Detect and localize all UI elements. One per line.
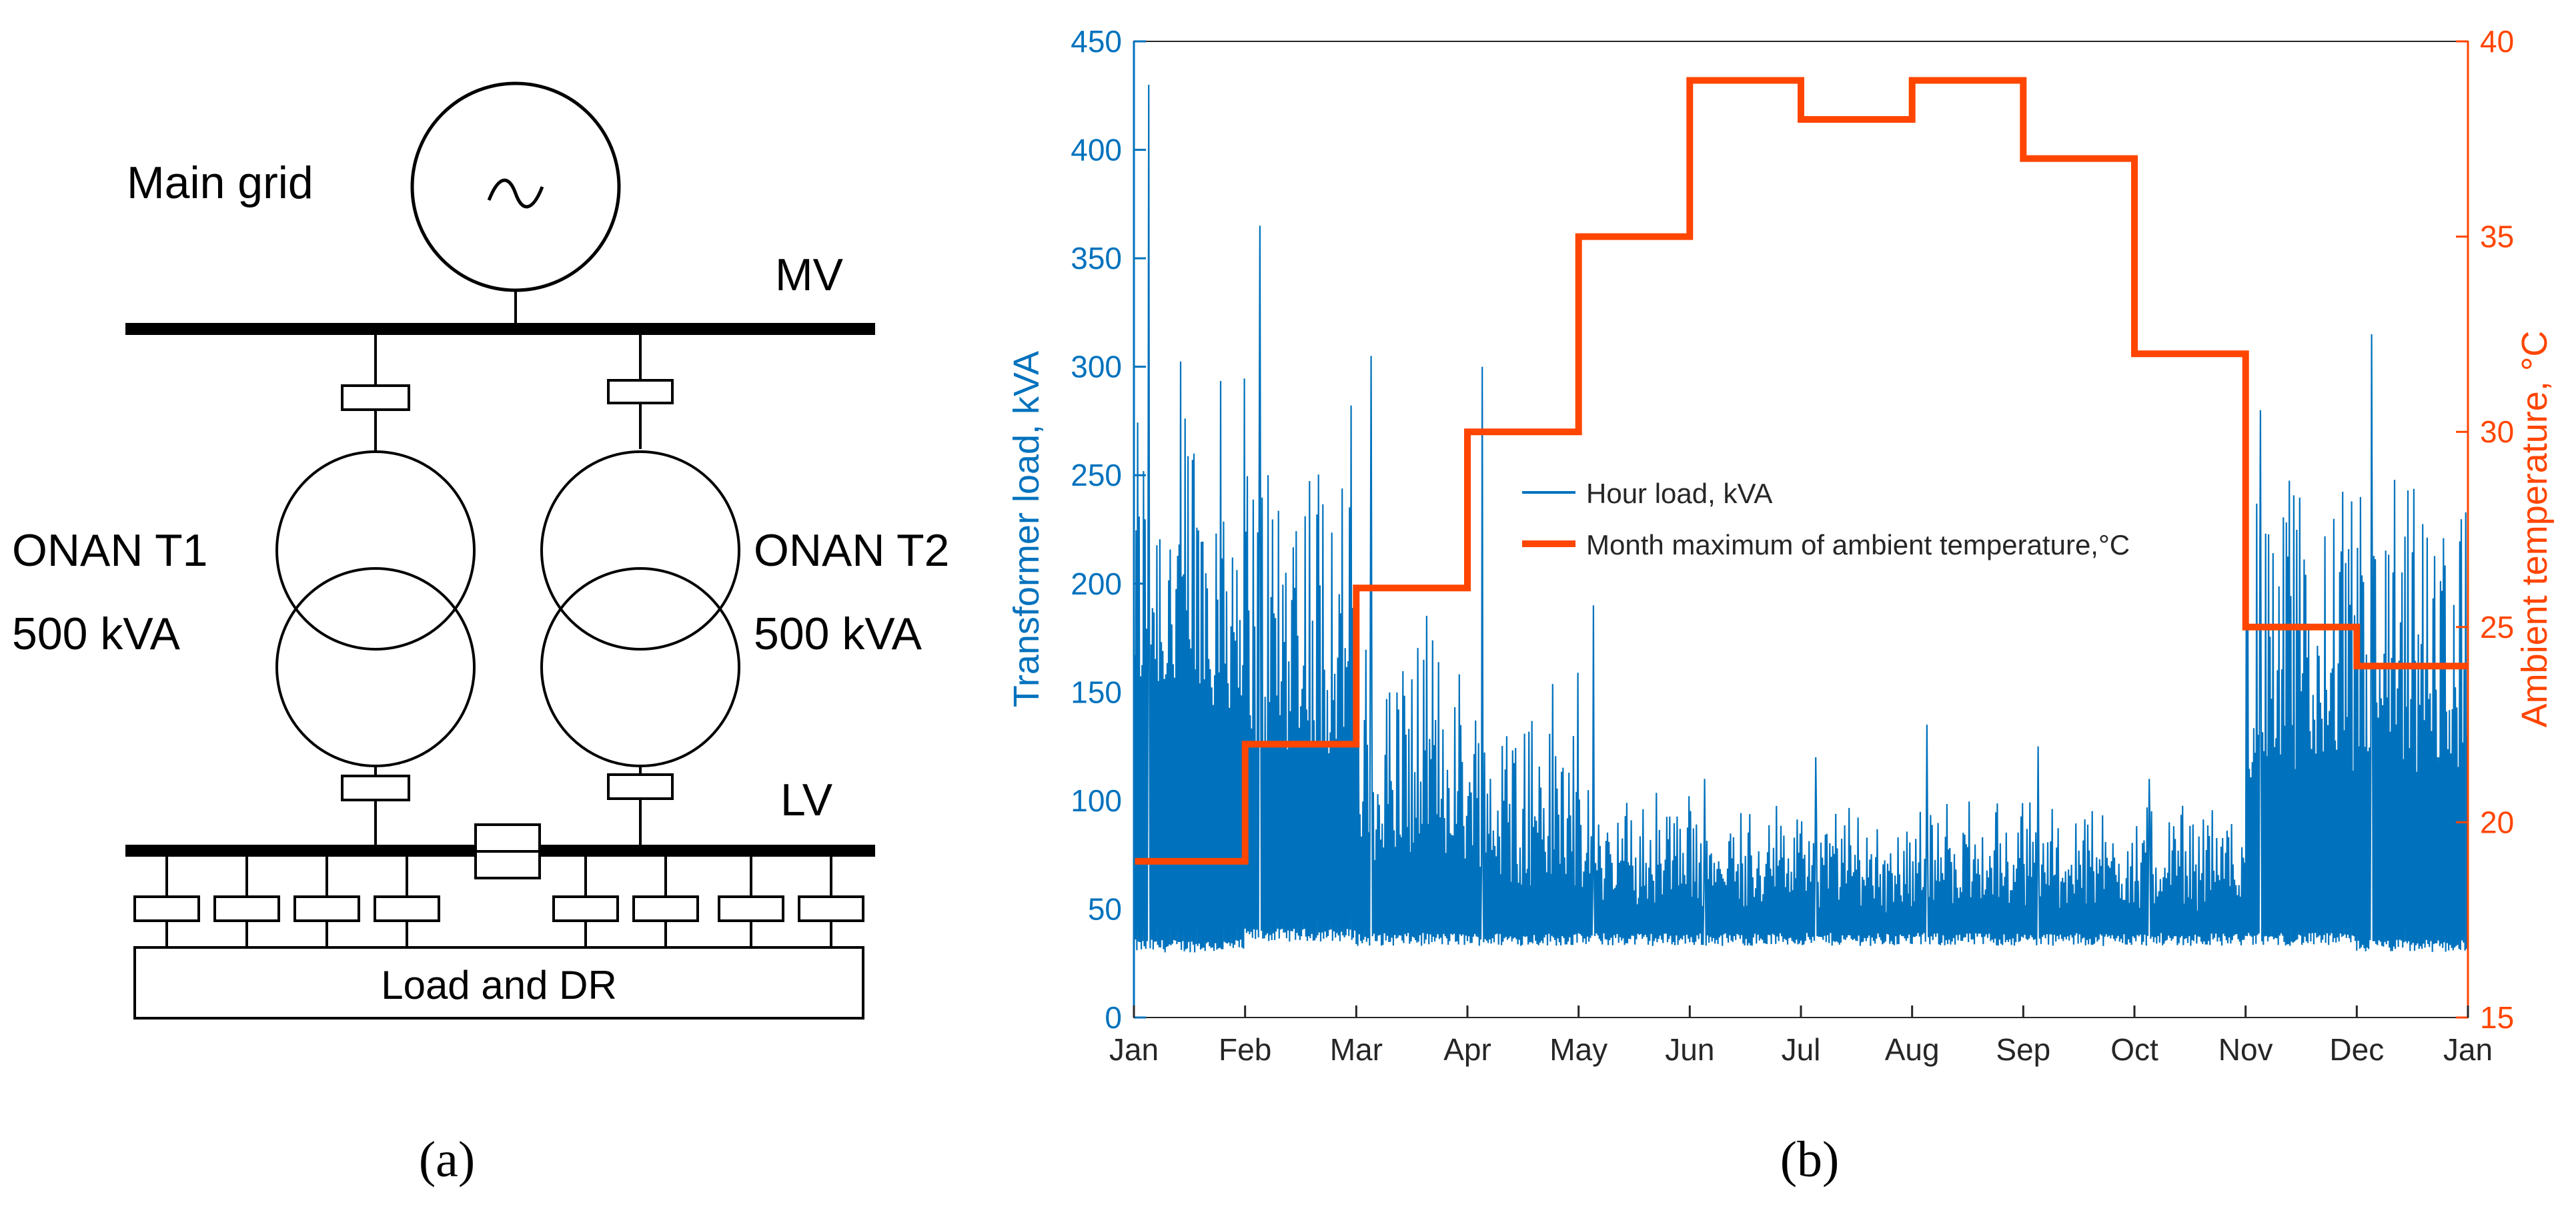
x-tick-label: Apr [1443,1032,1491,1067]
right-tick-label: 20 [2480,805,2514,839]
t2-hv-breaker [607,379,674,404]
right-tick-label: 25 [2480,610,2514,645]
left-tick-label: 300 [1071,350,1122,384]
y-axis-left-label: Transformer load, kVA [1007,351,1047,707]
feeder-breakers [133,851,864,947]
mv-label: MV [775,250,844,300]
t2-rating: 500 kVA [754,609,922,659]
t1-rating: 500 kVA [12,609,181,659]
x-tick-label: Jan [1109,1032,1159,1067]
x-tick-label: Jul [1782,1032,1821,1067]
right-tick-label: 15 [2480,1000,2514,1035]
load-temperature-chart: 0 50 100 150 200 250 300 350 400 450 15 20 25 30 35 40… [1007,24,2555,1188]
right-axis: 15 20 25 30 35 40 [2456,24,2514,1035]
x-axis: Jan Feb Mar Apr May Jun Jul Aug Sep Oct Nov Dec Jan [1109,1006,2493,1067]
t1-lv-breaker [341,775,410,801]
left-tick-label: 350 [1071,241,1122,276]
x-tick-label: Aug [1885,1032,1940,1067]
x-tick-label: May [1549,1032,1607,1067]
right-tick-label: 30 [2480,414,2514,449]
panel-label-b: (b) [1780,1132,1840,1188]
temperature-series [1134,77,2468,865]
left-tick-label: 150 [1071,675,1122,709]
legend-label-load: Hour load, kVA [1586,478,1772,509]
generator-symbol [410,81,621,292]
load-label: Load and DR [381,963,617,1008]
main-grid-label: Main grid [127,157,313,208]
x-tick-label: Jan [2443,1032,2493,1067]
y-axis-right-label: Ambient temperature, °C [2515,331,2555,728]
t1-secondary-winding [275,567,476,767]
left-tick-label: 450 [1071,24,1122,59]
t1-name: ONAN T1 [12,525,207,576]
x-tick-label: Feb [1219,1032,1271,1067]
x-tick-label: Jun [1665,1032,1714,1067]
hour-load-line [1133,84,2469,953]
load-box [133,946,864,1020]
left-tick-label: 0 [1105,1000,1122,1035]
legend: Hour load, kVA Month maximum of ambient … [1513,467,2186,570]
t2-secondary-winding [540,567,740,767]
t2-primary-winding [540,450,740,651]
left-tick-label: 400 [1071,133,1122,167]
left-tick-label: 100 [1071,783,1122,818]
left-tick-label: 50 [1088,891,1122,926]
single-line-diagram: Main grid MV LV ONAN T1 500 kVA ONAN T2 … [12,81,949,1188]
panel-label-a: (a) [419,1132,475,1188]
right-tick-label: 35 [2480,220,2514,254]
x-tick-label: Nov [2218,1032,2273,1067]
x-tick-label: Dec [2329,1032,2384,1067]
legend-label-temperature: Month maximum of ambient temperature,°C [1586,529,2130,560]
temperature-step-line [1134,77,2468,865]
x-tick-label: Mar [1330,1032,1383,1067]
x-tick-label: Sep [1996,1032,2050,1067]
hourly-load-series [1133,84,2469,953]
t2-name: ONAN T2 [754,525,949,576]
left-axis: 0 50 100 150 200 250 300 350 400 450 [1071,24,1146,1035]
right-tick-label: 40 [2480,24,2514,59]
x-tick-label: Oct [2110,1032,2158,1067]
left-tick-label: 200 [1071,566,1122,601]
t1-hv-breaker [341,384,410,411]
lv-label: LV [780,775,833,825]
legend-box [1513,467,2186,570]
t1-primary-winding [275,450,476,651]
generator-sine-icon [487,178,544,209]
left-tick-label: 250 [1071,458,1122,492]
t2-lv-breaker [607,773,674,800]
